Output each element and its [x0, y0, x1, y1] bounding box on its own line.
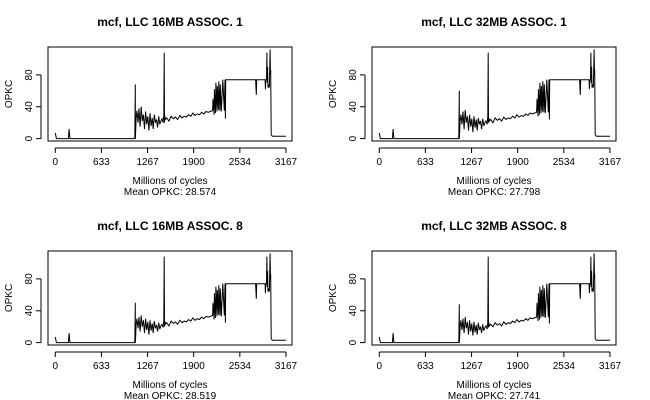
x-tick-label: 0 [377, 361, 383, 372]
y-axis: 0 40 80 [24, 273, 42, 345]
y-axis: 0 40 80 [348, 273, 366, 345]
plot-frame [47, 46, 293, 142]
y-tick-label: 80 [348, 69, 359, 81]
chart-title: mcf, LLC 32MB ASSOC. 8 [421, 219, 567, 233]
x-axis: 0 633 1267 1900 2534 3167 [53, 351, 298, 372]
y-tick-label: 0 [348, 135, 359, 141]
x-axis-label: Millions of cycles [132, 380, 207, 391]
x-tick-label: 3167 [275, 157, 298, 168]
y-axis: 0 40 80 [348, 69, 366, 141]
x-tick-label: 633 [417, 361, 434, 372]
x-tick-label: 1267 [136, 157, 159, 168]
plot-frame [371, 250, 617, 346]
series-line-1 [378, 253, 610, 344]
chart-panel-2: mcf, LLC 32MB ASSOC. 1 0 633 1267 1900 2534 31… [328, 15, 622, 198]
x-axis-label: Millions of cycles [456, 176, 531, 187]
y-tick-label: 40 [24, 305, 35, 317]
x-axis-label: Millions of cycles [456, 380, 531, 391]
series-line-1 [54, 49, 286, 140]
chart-title: mcf, LLC 16MB ASSOC. 8 [97, 219, 243, 233]
y-axis-label: OPKC [328, 80, 339, 108]
x-tick-label: 633 [417, 157, 434, 168]
y-axis-label: OPKC [4, 80, 15, 108]
y-tick-label: 80 [24, 69, 35, 81]
series-line-1 [378, 49, 610, 140]
y-axis-label: OPKC [4, 284, 15, 312]
y-axis-label: OPKC [328, 284, 339, 312]
x-axis: 0 633 1267 1900 2534 3167 [377, 147, 622, 168]
chart-panel-4: mcf, LLC 32MB ASSOC. 8 0 633 1267 1900 2534 31… [328, 219, 622, 400]
mean-opkc-label: Mean OPKC: 28.519 [124, 391, 217, 400]
x-tick-label: 3167 [599, 361, 622, 372]
series-line-1 [54, 253, 286, 344]
y-tick-label: 0 [348, 339, 359, 345]
x-tick-label: 1900 [507, 157, 530, 168]
x-tick-label: 0 [53, 157, 59, 168]
y-tick-label: 80 [348, 273, 359, 285]
y-tick-label: 40 [24, 101, 35, 113]
y-tick-label: 40 [348, 305, 359, 317]
y-tick-label: 80 [24, 273, 35, 285]
mean-opkc-label: Mean OPKC: 28.574 [124, 187, 217, 198]
x-tick-label: 2534 [229, 361, 252, 372]
x-tick-label: 0 [53, 361, 59, 372]
plot-frame [47, 250, 293, 346]
x-tick-label: 1900 [183, 157, 206, 168]
x-tick-label: 2534 [553, 157, 576, 168]
mean-opkc-label: Mean OPKC: 27.798 [448, 187, 541, 198]
x-tick-label: 2534 [553, 361, 576, 372]
x-tick-label: 1900 [183, 361, 206, 372]
y-tick-label: 40 [348, 101, 359, 113]
x-tick-label: 3167 [599, 157, 622, 168]
x-tick-label: 1900 [507, 361, 530, 372]
x-axis-label: Millions of cycles [132, 176, 207, 187]
x-tick-label: 633 [93, 361, 110, 372]
x-tick-label: 1267 [136, 361, 159, 372]
x-tick-label: 1267 [460, 361, 483, 372]
x-tick-label: 3167 [275, 361, 298, 372]
y-axis: 0 40 80 [24, 69, 42, 141]
chart-title: mcf, LLC 32MB ASSOC. 1 [421, 15, 567, 29]
x-tick-label: 1267 [460, 157, 483, 168]
y-tick-label: 0 [24, 135, 35, 141]
x-axis: 0 633 1267 1900 2534 3167 [53, 147, 298, 168]
plot-frame [371, 46, 617, 142]
y-tick-label: 0 [24, 339, 35, 345]
x-tick-label: 2534 [229, 157, 252, 168]
x-axis: 0 633 1267 1900 2534 3167 [377, 351, 622, 372]
x-tick-label: 633 [93, 157, 110, 168]
chart-panel-3: mcf, LLC 16MB ASSOC. 8 0 633 1267 1900 2534 31… [4, 219, 298, 400]
chart-title: mcf, LLC 16MB ASSOC. 1 [97, 15, 243, 29]
mean-opkc-label: Mean OPKC: 27.741 [448, 391, 541, 400]
x-tick-label: 0 [377, 157, 383, 168]
chart-panel-1: mcf, LLC 16MB ASSOC. 1 0 633 1267 1900 2534 31… [4, 15, 298, 198]
